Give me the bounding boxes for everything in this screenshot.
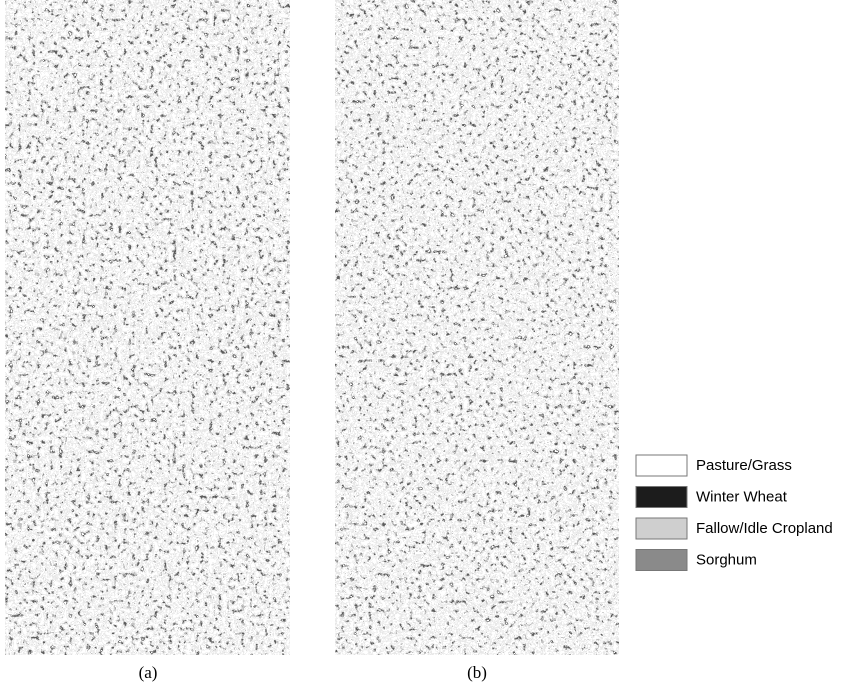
legend-swatch <box>636 487 687 508</box>
legend-label: Fallow/Idle Cropland <box>696 520 833 537</box>
legend-swatch <box>636 518 687 539</box>
legend-label: Pasture/Grass <box>696 457 792 474</box>
legend-label: Sorghum <box>696 551 757 568</box>
panel-caption: (b) <box>467 663 487 682</box>
panel-caption: (a) <box>139 663 158 682</box>
classification-map <box>5 0 290 655</box>
legend-label: Winter Wheat <box>696 488 788 505</box>
figure: (a) (b) Pasture/Grass Winter Wheat Fallow/… <box>0 0 863 689</box>
classification-map <box>335 0 619 655</box>
legend-swatch <box>636 455 687 476</box>
legend: Pasture/Grass Winter Wheat Fallow/Idle Cro… <box>636 455 833 571</box>
legend-swatch <box>636 550 687 571</box>
